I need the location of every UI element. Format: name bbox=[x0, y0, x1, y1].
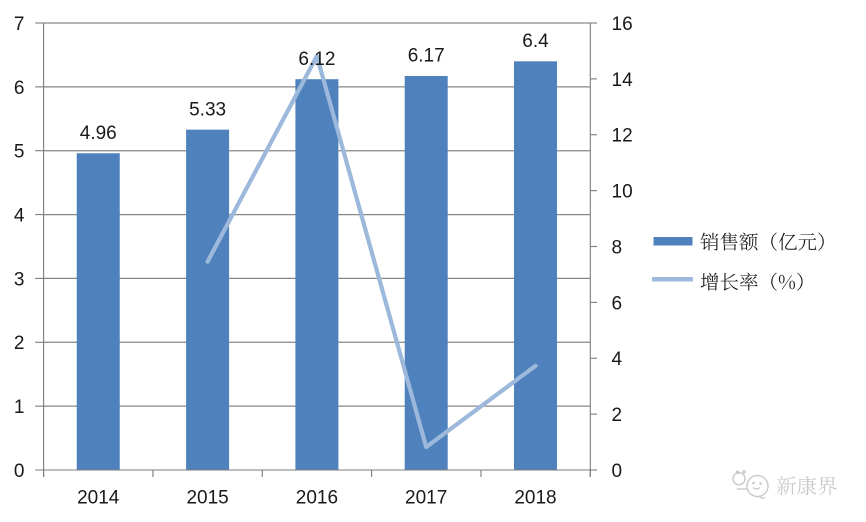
svg-text:0: 0 bbox=[612, 461, 623, 482]
svg-text:2: 2 bbox=[612, 405, 623, 426]
svg-text:2018: 2018 bbox=[514, 488, 556, 509]
svg-text:5.33: 5.33 bbox=[189, 99, 226, 120]
svg-text:6.17: 6.17 bbox=[408, 46, 445, 67]
svg-text:6: 6 bbox=[612, 293, 623, 314]
svg-text:3: 3 bbox=[14, 269, 25, 290]
svg-text:1: 1 bbox=[14, 397, 25, 418]
svg-text:2014: 2014 bbox=[77, 488, 120, 509]
svg-text:6.4: 6.4 bbox=[522, 31, 549, 52]
svg-text:10: 10 bbox=[612, 182, 633, 203]
svg-text:8: 8 bbox=[612, 237, 623, 258]
svg-text:14: 14 bbox=[612, 70, 634, 91]
svg-text:0: 0 bbox=[14, 461, 25, 482]
svg-text:2016: 2016 bbox=[296, 488, 338, 509]
svg-text:16: 16 bbox=[612, 14, 633, 35]
svg-text:7: 7 bbox=[14, 14, 25, 35]
svg-text:4.96: 4.96 bbox=[80, 123, 117, 144]
svg-text:12: 12 bbox=[612, 126, 633, 147]
svg-text:6: 6 bbox=[14, 78, 25, 99]
svg-text:2: 2 bbox=[14, 333, 25, 354]
svg-text:5: 5 bbox=[14, 142, 25, 163]
svg-text:4: 4 bbox=[14, 206, 25, 227]
svg-text:2015: 2015 bbox=[186, 488, 228, 509]
svg-text:2017: 2017 bbox=[405, 488, 447, 509]
svg-text:4: 4 bbox=[612, 349, 623, 370]
svg-text:6.12: 6.12 bbox=[298, 49, 335, 70]
